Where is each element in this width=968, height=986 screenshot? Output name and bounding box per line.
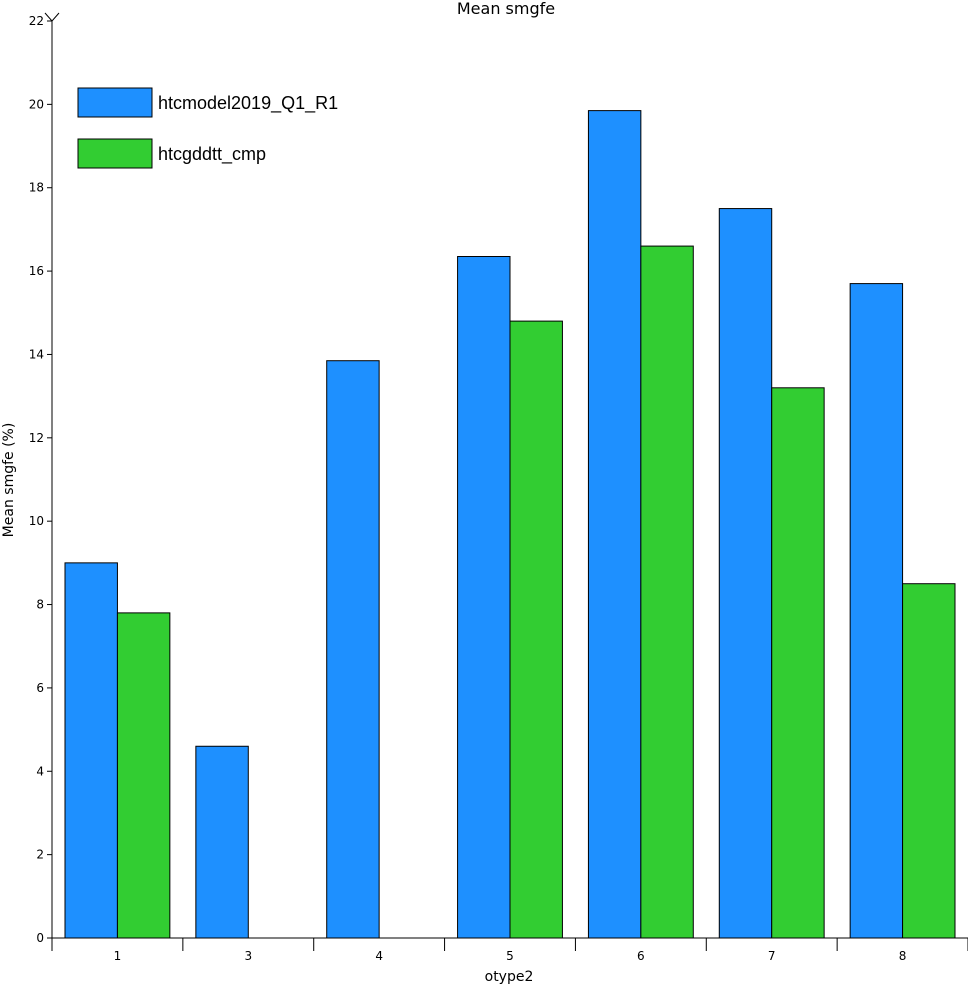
y-tick-label: 6 <box>36 681 44 695</box>
bar-series-1 <box>64 562 118 939</box>
bar-series-2 <box>116 612 171 939</box>
y-axis: 0 2 4 6 8 10 12 14 16 18 20 22 <box>29 12 60 945</box>
y-tick-label: 20 <box>29 97 44 111</box>
bar-series-1 <box>718 208 773 939</box>
bar-series-1 <box>457 256 511 939</box>
legend-label-series-2: htcgddtt_cmp <box>158 144 266 165</box>
legend: htcmodel2019_Q1_R1 htcgddtt_cmp <box>77 87 338 169</box>
bars-group <box>64 110 956 939</box>
bar-series-1 <box>587 110 642 939</box>
y-tick-label: 14 <box>29 347 44 361</box>
bar-series-2 <box>902 583 956 939</box>
bar-series-2 <box>509 320 563 939</box>
y-tick-label: 12 <box>29 431 44 445</box>
x-tick-label: 7 <box>768 949 776 963</box>
bar-series-1 <box>849 283 904 939</box>
bar-series-1 <box>326 360 380 939</box>
y-tick-label: 16 <box>29 264 44 278</box>
x-tick-label: 8 <box>899 949 907 963</box>
x-axis: 1 3 4 5 6 7 8 <box>51 937 968 963</box>
y-tick-label: 10 <box>29 514 44 528</box>
legend-label-series-1: htcmodel2019_Q1_R1 <box>158 93 338 114</box>
bar-series-1 <box>195 745 249 939</box>
y-tick-label: 0 <box>36 931 44 945</box>
legend-swatch-series-1 <box>77 87 153 118</box>
legend-swatch-series-2 <box>77 138 153 169</box>
y-tick-label: 22 <box>29 14 44 28</box>
chart-title: Mean smgfe <box>457 0 555 18</box>
x-axis-title: otype2 <box>485 969 534 985</box>
y-tick-label: 4 <box>36 764 44 778</box>
y-tick-label: 2 <box>36 848 44 862</box>
x-tick-label: 6 <box>637 949 645 963</box>
y-tick-label: 8 <box>36 598 44 612</box>
bar-series-2 <box>771 387 825 939</box>
x-tick-label: 4 <box>375 949 383 963</box>
bar-series-2 <box>640 245 694 939</box>
x-tick-label: 1 <box>114 949 122 963</box>
y-tick-label: 18 <box>29 181 44 195</box>
x-tick-label: 5 <box>506 949 514 963</box>
y-axis-title: Mean smgfe (%) <box>1 423 17 538</box>
x-tick-label: 3 <box>244 949 252 963</box>
